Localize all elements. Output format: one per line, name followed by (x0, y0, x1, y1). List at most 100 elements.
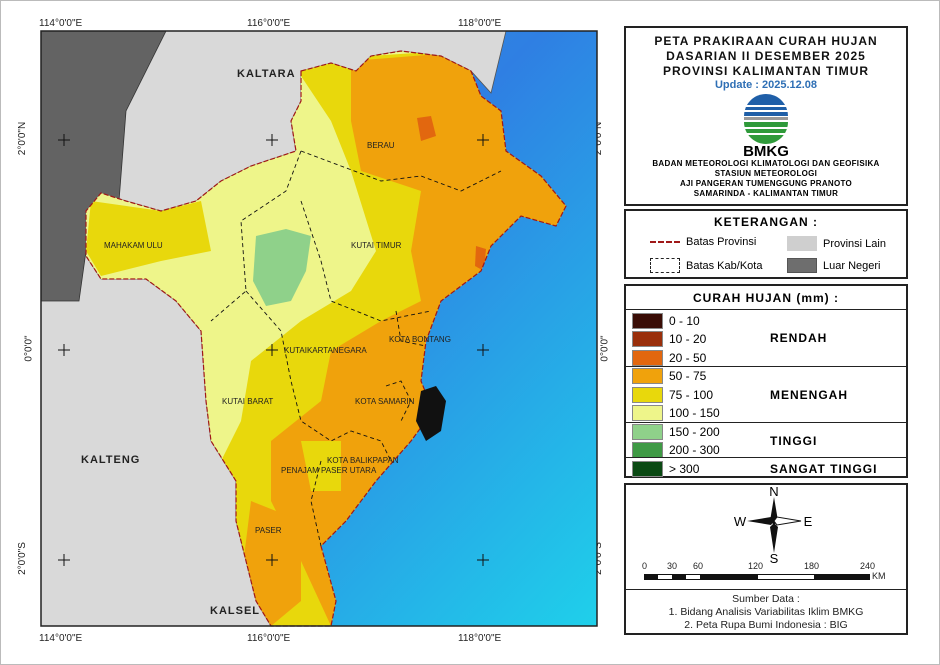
bmkg-logo-icon (744, 94, 788, 144)
scale-tick: 180 (804, 561, 820, 571)
label-penajam-paser-utara: PENAJAM PASER UTARA (281, 466, 377, 475)
title-line: DASARIAN II DESEMBER 2025 (666, 49, 866, 63)
legend-item: 10 - 20 (632, 331, 706, 348)
legend-label: 0 - 10 (669, 313, 700, 328)
label-kutai-barat: KUTAI BARAT (222, 397, 274, 406)
legend-item: > 300 (632, 460, 699, 477)
grid-label-bottom: 116°0'0"E (247, 633, 291, 644)
bmkg-logo-text: BMKG (743, 143, 789, 160)
label: Luar Negeri (823, 259, 881, 272)
label-kota-balikpapan: KOTA BALIKPAPAN (327, 456, 399, 465)
legend-label: 200 - 300 (669, 443, 720, 457)
scale-bar: 0 30 60 120 180 240 KM (626, 561, 906, 591)
label-kutai-timur: KUTAI TIMUR (351, 241, 402, 250)
category-rendah: RENDAH (770, 331, 828, 345)
legend-swatch (632, 368, 663, 384)
legend-foreign: Luar Negeri (787, 258, 880, 273)
category-tinggi: TINGGI (770, 434, 818, 448)
label-kalteng: KALTENG (81, 454, 141, 466)
legend-label: 100 - 150 (669, 406, 720, 420)
label-kutai-kartanegara: KUTAIKARTANEGARA (284, 346, 367, 355)
compass-w: W (734, 514, 747, 529)
keterangan-header: KETERANGAN : (714, 215, 818, 229)
north-arrow-icon: N S W E (734, 485, 813, 563)
category-sangat-tinggi: SANGAT TINGGI (770, 462, 878, 476)
update-date: Update : 2025.12.08 (714, 79, 818, 91)
title-line: PROVINSI KALIMANTAN TIMUR (662, 64, 870, 78)
legend-province-boundary: Batas Provinsi (650, 236, 756, 248)
legend-item: 75 - 100 (632, 386, 713, 403)
legend-swatch (632, 349, 663, 366)
compass-scale-panel: N S W E 0 30 60 120 180 240 KM Sumber Da… (624, 483, 908, 635)
scale-tick: 0 (642, 561, 648, 571)
legend-swatch (632, 423, 663, 440)
legend-label: 50 - 75 (669, 369, 707, 383)
title-line: PETA PRAKIRAAN CURAH HUJAN (654, 34, 878, 48)
legend-item: 150 - 200 (632, 423, 720, 440)
legend-item: 20 - 50 (632, 349, 706, 366)
keterangan-panel: KETERANGAN : Batas Provinsi Batas Kab/Ko… (624, 209, 908, 279)
org-line: SAMARINDA - KALIMANTAN TIMUR (693, 189, 839, 198)
red-dash-line-icon (650, 241, 680, 243)
legend-swatch (632, 442, 663, 458)
legend-item: 50 - 75 (632, 368, 706, 385)
swatch (787, 258, 817, 273)
source-line: 1. Bidang Analisis Variabilitas Iklim BM… (668, 606, 864, 618)
district-boundaries (210, 150, 502, 547)
rainfall-legend-panel: CURAH HUJAN (mm) : 0 - 10 10 - 20 20 - 50 5… (624, 284, 908, 478)
legend-swatch (632, 460, 663, 477)
label-kota-samarinda: KOTA SAMARIN (355, 397, 415, 406)
legend-label: 20 - 50 (669, 350, 707, 365)
grid-label-bottom: 114°0'0"E (39, 633, 83, 644)
swatch (787, 236, 817, 251)
label-mahakam-ulu: MAHAKAM ULU (104, 241, 163, 250)
legend-item: 0 - 10 (632, 312, 700, 329)
scale-tick: 60 (693, 561, 704, 571)
legend-swatch (632, 331, 663, 347)
label-paser: PASER (255, 526, 282, 535)
source-line: 2. Peta Rupa Bumi Indonesia : BIG (684, 619, 848, 631)
scale-tick: 240 (860, 561, 876, 571)
label-kota-bontang: KOTA BONTANG (389, 335, 451, 344)
black-dash-box-icon (650, 258, 680, 273)
label: Batas Provinsi (686, 236, 757, 248)
grid-label-bottom: 118°0'0"E (458, 633, 502, 644)
title-panel: PETA PRAKIRAAN CURAH HUJAN DASARIAN II D… (624, 26, 908, 206)
label-kalsel: KALSEL (210, 605, 260, 617)
scale-tick: 120 (748, 561, 764, 571)
legend-label: > 300 (669, 461, 700, 476)
grid-crosses (58, 134, 489, 566)
legend-item: 100 - 150 (632, 405, 720, 422)
label-kaltara: KALTARA (237, 68, 296, 80)
legend-header: CURAH HUJAN (mm) : (693, 291, 839, 305)
map-frame (40, 30, 598, 627)
org-line: BADAN METEOROLOGI KLIMATOLOGI DAN GEOFIS… (652, 159, 880, 168)
legend-item: 200 - 300 (632, 442, 720, 459)
sources: Sumber Data : 1. Bidang Analisis Variabi… (626, 593, 906, 632)
sources-header: Sumber Data : (732, 593, 800, 605)
compass-e: E (804, 514, 813, 529)
scale-unit: KM (872, 571, 886, 581)
grid-label-top: 116°0'0"E (247, 18, 291, 29)
legend-label: 75 - 100 (669, 387, 714, 402)
legend-label: 10 - 20 (669, 332, 707, 346)
mahakam-delta (416, 386, 446, 441)
grid-label-top: 118°0'0"E (458, 18, 502, 29)
scale-tick: 30 (667, 561, 678, 571)
org-line: AJI PANGERAN TUMENGGUNG PRANOTO (679, 179, 853, 188)
legend-other-province: Provinsi Lain (787, 236, 886, 251)
legend-swatch (632, 386, 663, 403)
legend-swatch (632, 405, 663, 421)
label-berau: BERAU (367, 141, 395, 150)
province-boundary (85, 50, 567, 627)
org-line: STASIUN METEOROLOGI (714, 169, 818, 178)
category-menengah: MENENGAH (770, 388, 849, 402)
compass-s: S (770, 551, 779, 563)
grid-label-top: 114°0'0"E (39, 18, 83, 29)
label: Batas Kab/Kota (686, 259, 763, 272)
legend-label: 150 - 200 (669, 424, 720, 439)
legend-district-boundary: Batas Kab/Kota (650, 258, 762, 273)
label: Provinsi Lain (823, 237, 886, 250)
